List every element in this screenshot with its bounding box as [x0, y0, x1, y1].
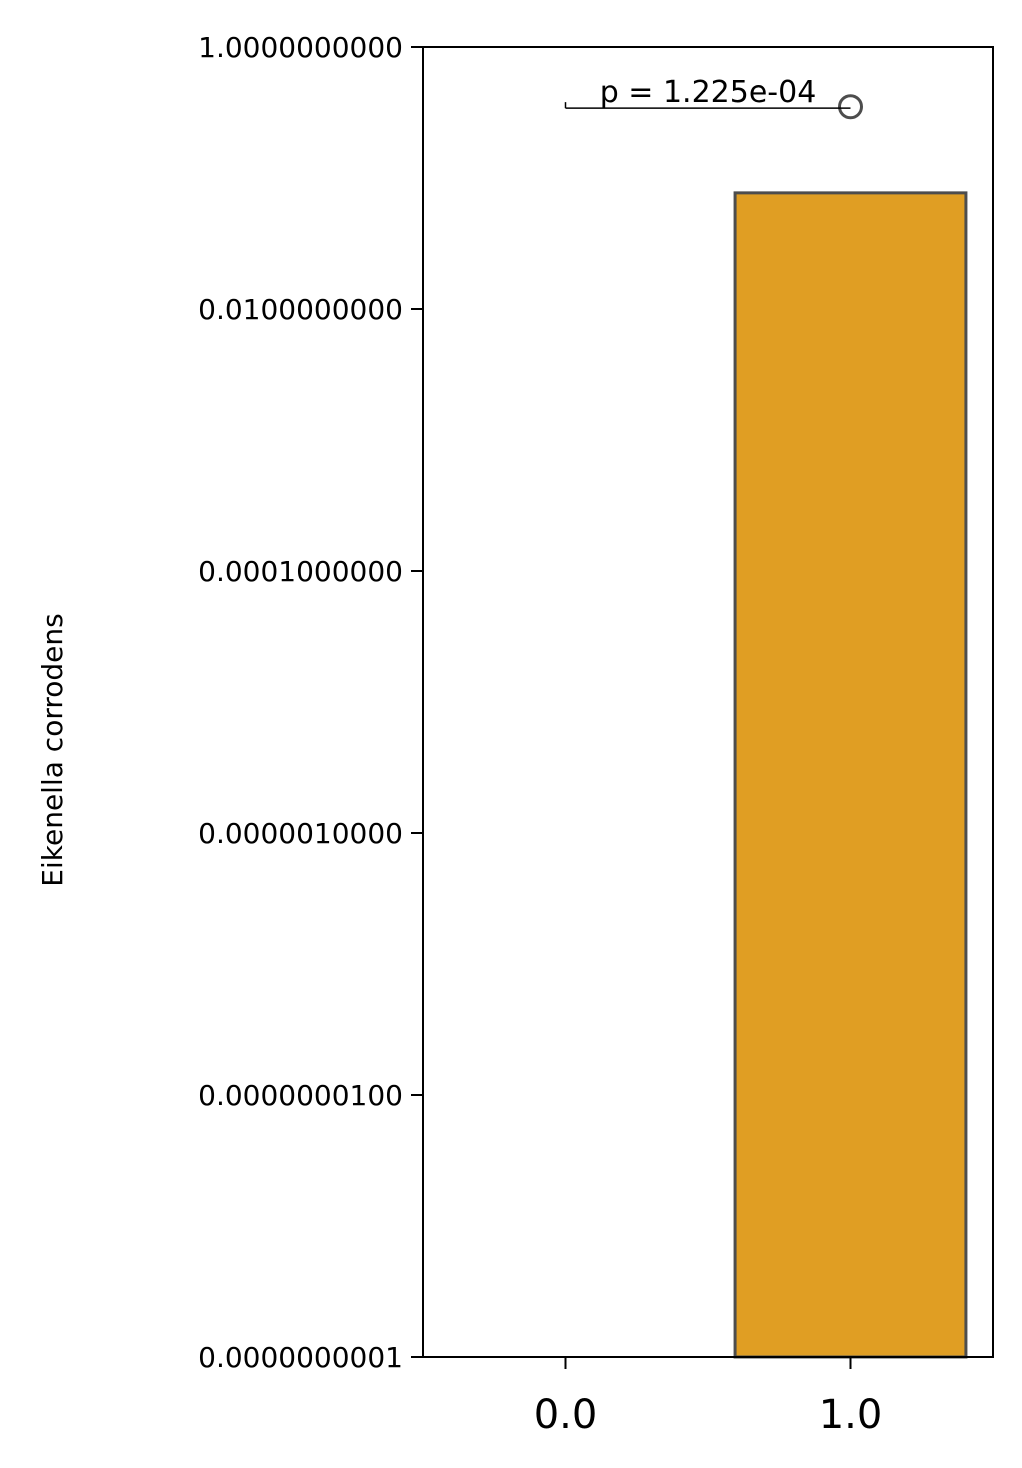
y-tick-label: 0.0100000000 — [198, 293, 403, 326]
x-tick-label: 1.0 — [819, 1392, 883, 1438]
y-tick-label: 0.0000000001 — [198, 1341, 403, 1374]
axes-frame — [422, 46, 994, 1358]
y-tick-label: 0.0000000100 — [198, 1079, 403, 1112]
y-tick-label: 1.0000000000 — [198, 31, 403, 64]
outlier-point — [838, 94, 863, 120]
x-tick-label: 0.0 — [534, 1392, 598, 1438]
y-tick-label: 0.0001000000 — [198, 555, 403, 588]
y-axis-title: Eikenella corrodens — [36, 613, 69, 886]
y-tick-label: 0.0000010000 — [198, 817, 403, 850]
bar-1.0 — [733, 191, 968, 1359]
p-value-label: p = 1.225e-04 — [600, 75, 817, 110]
y-axis: 0.0000000001 0.0000000100 0.0000010000 0.00… — [198, 31, 423, 1374]
x-axis: 0.0 1.0 — [534, 1357, 883, 1438]
plot-area — [733, 94, 968, 1359]
significance-annotation: p = 1.225e-04 — [564, 75, 851, 110]
